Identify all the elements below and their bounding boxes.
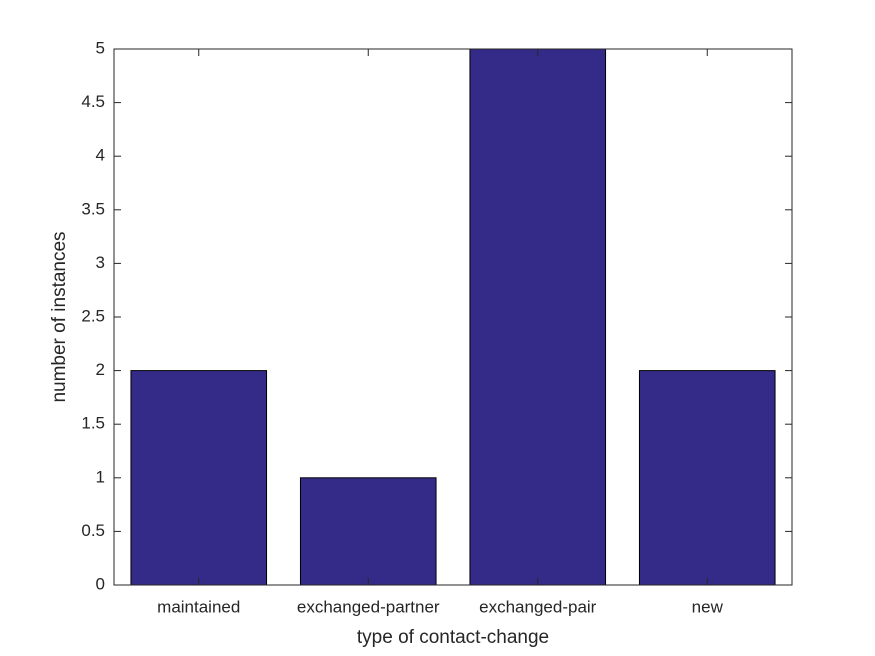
x-tick-label: maintained <box>157 597 240 616</box>
y-tick-label: 5 <box>96 38 105 57</box>
y-tick-label: 4.5 <box>81 92 105 111</box>
bar <box>130 370 268 586</box>
y-tick-label: 1 <box>96 467 105 486</box>
y-tick-label: 2.5 <box>81 306 105 325</box>
y-axis-label: number of instances <box>49 231 70 402</box>
y-tick-label: 4 <box>96 146 105 165</box>
y-tick-label: 1.5 <box>81 414 105 433</box>
y-tick-label: 3 <box>96 253 105 272</box>
x-tick-label: exchanged-pair <box>479 597 597 616</box>
bar <box>469 48 607 586</box>
y-tick-label: 2 <box>96 360 105 379</box>
x-axis-label: type of contact-change <box>357 627 549 648</box>
x-tick-label: new <box>692 597 724 616</box>
y-tick-label: 3.5 <box>81 199 105 218</box>
y-tick-label: 0 <box>96 574 105 593</box>
y-tick-label: 0.5 <box>81 521 105 540</box>
bar <box>299 477 437 586</box>
bar <box>638 370 776 586</box>
x-tick-label: exchanged-partner <box>297 597 440 616</box>
